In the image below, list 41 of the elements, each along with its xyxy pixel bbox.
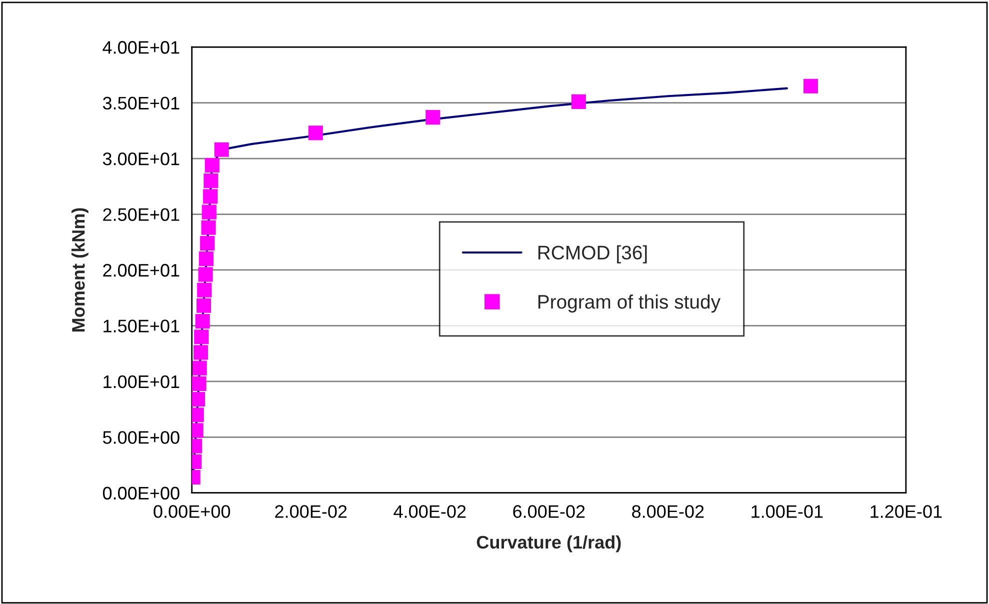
point [204,174,218,188]
point [192,392,206,407]
x-axis-title: Curvature (1/rad) [476,535,621,552]
point [202,204,216,220]
point [194,345,208,360]
point [194,330,209,344]
y-tick-label: 1.00E+01 [104,375,180,388]
point [204,158,220,173]
x-tick-label: 1.20E-01 [870,505,942,518]
x-tick-label: 1.00E-01 [752,505,823,518]
point [192,360,207,376]
y-tick-label: 5.00E+00 [102,431,180,444]
point [196,298,212,313]
point [198,252,214,266]
y-tick-label: 0.00E+00 [102,486,180,500]
y-axis-title: Moment (kNm) [72,208,88,332]
point [203,189,218,204]
y-tick-label: 2.00E+01 [103,264,180,277]
point [195,314,210,329]
y-tick-label: 4.00E+01 [102,41,180,54]
y-tick-label: 2.50E+01 [103,208,180,221]
x-tick-label: 0.00E+00 [154,505,230,518]
point [803,78,818,94]
point [192,376,206,391]
point [214,142,229,157]
x-tick-label: 8.00E-02 [632,505,704,518]
point [197,282,212,298]
x-tick-label: 6.00E-02 [513,505,585,518]
y-tick-label: 1.50E+01 [104,320,180,332]
point [201,220,216,235]
point [571,94,586,109]
y-tick-label: 3.00E+01 [102,152,180,166]
legend-label: RCMOD [36] [538,245,647,264]
x-tick-label: 4.00E-02 [394,505,466,518]
x-tick-label: 2.00E-02 [275,505,347,518]
point [308,126,323,140]
point [426,110,440,125]
legend-label: Program of this study [538,294,721,313]
point [200,236,215,251]
point [198,267,213,282]
y-tick-label: 3.50E+01 [102,96,180,110]
